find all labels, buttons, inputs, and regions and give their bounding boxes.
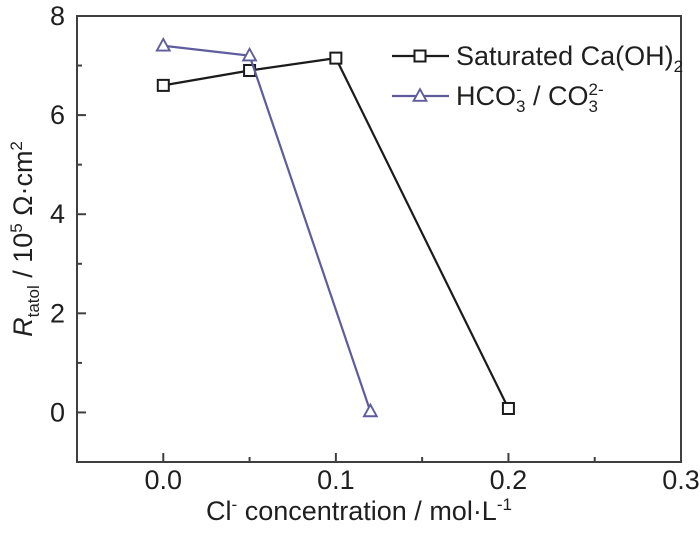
legend-label: HCO3- / CO32-: [456, 80, 604, 116]
triangle-marker: [155, 36, 172, 52]
square-marker: [501, 401, 515, 415]
x-tick-label: 0.0: [145, 465, 183, 495]
y-tick-label: 4: [50, 199, 65, 229]
x-tick-label: 0.2: [490, 465, 528, 495]
x-tick-label: 0.1: [317, 465, 355, 495]
legend-square-marker: [413, 49, 427, 63]
x-axis: 0.0 0.1 0.2 0.3: [145, 453, 700, 495]
legend-label: Saturated Ca(OH)2: [456, 41, 683, 76]
series-1: [156, 51, 515, 415]
plot-frame: [76, 15, 682, 463]
series-2: [155, 36, 379, 418]
series-line: [163, 56, 510, 409]
y-tick-label: 6: [50, 100, 65, 130]
legend: Saturated Ca(OH)2 HCO3- / CO32-: [392, 41, 683, 116]
series-line: [163, 44, 372, 412]
y-tick-label: 0: [50, 397, 65, 427]
x-axis-title: Cl- concentration / mol·L-1: [206, 495, 512, 526]
x-tick-label: 0.3: [662, 465, 700, 495]
y-axis: 0 2 4 6 8: [50, 1, 86, 427]
triangle-marker: [241, 46, 258, 62]
triangle-marker: [362, 402, 379, 418]
y-tick-label: 8: [50, 1, 65, 31]
square-marker: [156, 78, 170, 92]
legend-triangle-marker: [411, 87, 429, 102]
y-tick-label: 2: [50, 298, 65, 328]
square-marker: [329, 51, 343, 65]
y-axis-title: Rtatol / 105 Ω·cm2: [7, 141, 43, 337]
